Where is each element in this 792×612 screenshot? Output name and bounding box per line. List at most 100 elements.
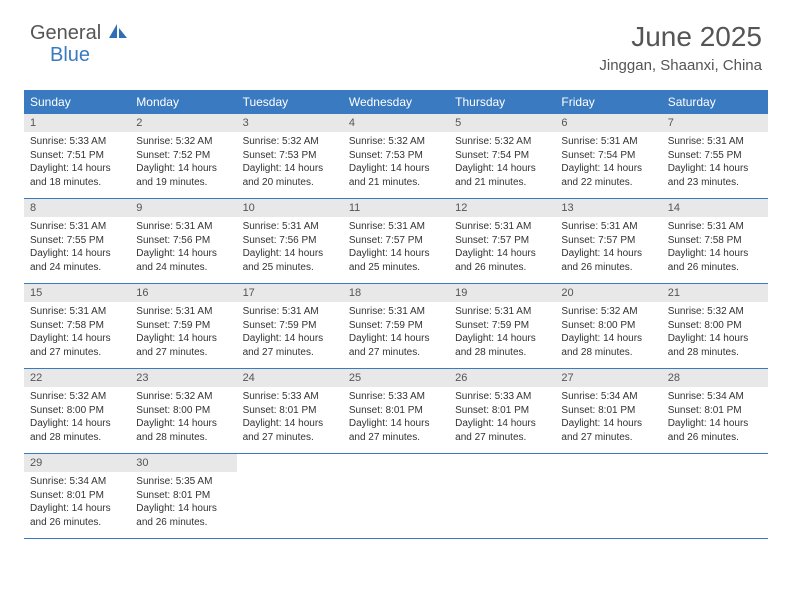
day-content: Sunrise: 5:32 AMSunset: 8:00 PMDaylight:… [555, 302, 661, 359]
day-content: Sunrise: 5:32 AMSunset: 7:53 PMDaylight:… [343, 132, 449, 189]
day-cell: 9Sunrise: 5:31 AMSunset: 7:56 PMDaylight… [130, 199, 236, 283]
sunset-line: Sunset: 7:53 PM [243, 149, 337, 163]
week-row: 1Sunrise: 5:33 AMSunset: 7:51 PMDaylight… [24, 114, 768, 199]
month-title: June 2025 [599, 22, 762, 53]
sunset-line: Sunset: 7:59 PM [243, 319, 337, 333]
day-cell [555, 454, 661, 538]
day-number: 26 [449, 369, 555, 387]
sunrise-line: Sunrise: 5:32 AM [243, 135, 337, 149]
day-content: Sunrise: 5:31 AMSunset: 7:58 PMDaylight:… [24, 302, 130, 359]
day-number: 18 [343, 284, 449, 302]
sunset-line: Sunset: 7:55 PM [668, 149, 762, 163]
sunset-line: Sunset: 8:00 PM [30, 404, 124, 418]
daylight-line: Daylight: 14 hours and 26 minutes. [30, 502, 124, 529]
day-cell: 21Sunrise: 5:32 AMSunset: 8:00 PMDayligh… [662, 284, 768, 368]
day-content: Sunrise: 5:35 AMSunset: 8:01 PMDaylight:… [130, 472, 236, 529]
sunrise-line: Sunrise: 5:33 AM [455, 390, 549, 404]
day-cell: 11Sunrise: 5:31 AMSunset: 7:57 PMDayligh… [343, 199, 449, 283]
sunrise-line: Sunrise: 5:33 AM [349, 390, 443, 404]
day-number: 24 [237, 369, 343, 387]
sunrise-line: Sunrise: 5:32 AM [136, 135, 230, 149]
day-cell: 18Sunrise: 5:31 AMSunset: 7:59 PMDayligh… [343, 284, 449, 368]
day-number: 19 [449, 284, 555, 302]
day-cell: 10Sunrise: 5:31 AMSunset: 7:56 PMDayligh… [237, 199, 343, 283]
weekday-header: Sunday [24, 90, 130, 114]
day-number: 30 [130, 454, 236, 472]
sunrise-line: Sunrise: 5:34 AM [561, 390, 655, 404]
day-content: Sunrise: 5:31 AMSunset: 7:59 PMDaylight:… [449, 302, 555, 359]
day-cell: 24Sunrise: 5:33 AMSunset: 8:01 PMDayligh… [237, 369, 343, 453]
daylight-line: Daylight: 14 hours and 27 minutes. [243, 332, 337, 359]
daylight-line: Daylight: 14 hours and 28 minutes. [30, 417, 124, 444]
day-number: 10 [237, 199, 343, 217]
daylight-line: Daylight: 14 hours and 27 minutes. [349, 417, 443, 444]
daylight-line: Daylight: 14 hours and 25 minutes. [243, 247, 337, 274]
weeks-container: 1Sunrise: 5:33 AMSunset: 7:51 PMDaylight… [24, 114, 768, 539]
sunrise-line: Sunrise: 5:31 AM [561, 220, 655, 234]
day-content: Sunrise: 5:31 AMSunset: 7:54 PMDaylight:… [555, 132, 661, 189]
sunset-line: Sunset: 8:01 PM [136, 489, 230, 503]
day-cell [449, 454, 555, 538]
weekday-header: Thursday [449, 90, 555, 114]
day-cell: 1Sunrise: 5:33 AMSunset: 7:51 PMDaylight… [24, 114, 130, 198]
day-number: 28 [662, 369, 768, 387]
daylight-line: Daylight: 14 hours and 26 minutes. [668, 417, 762, 444]
day-content: Sunrise: 5:32 AMSunset: 7:54 PMDaylight:… [449, 132, 555, 189]
sunrise-line: Sunrise: 5:31 AM [136, 220, 230, 234]
day-content: Sunrise: 5:32 AMSunset: 8:00 PMDaylight:… [662, 302, 768, 359]
day-cell: 20Sunrise: 5:32 AMSunset: 8:00 PMDayligh… [555, 284, 661, 368]
sunrise-line: Sunrise: 5:33 AM [243, 390, 337, 404]
day-cell: 25Sunrise: 5:33 AMSunset: 8:01 PMDayligh… [343, 369, 449, 453]
day-content: Sunrise: 5:32 AMSunset: 7:53 PMDaylight:… [237, 132, 343, 189]
daylight-line: Daylight: 14 hours and 27 minutes. [136, 332, 230, 359]
daylight-line: Daylight: 14 hours and 26 minutes. [455, 247, 549, 274]
day-content: Sunrise: 5:32 AMSunset: 7:52 PMDaylight:… [130, 132, 236, 189]
daylight-line: Daylight: 14 hours and 27 minutes. [349, 332, 443, 359]
sunset-line: Sunset: 7:59 PM [455, 319, 549, 333]
daylight-line: Daylight: 14 hours and 28 minutes. [668, 332, 762, 359]
sunset-line: Sunset: 7:54 PM [561, 149, 655, 163]
logo-text-blue: Blue [50, 44, 90, 67]
daylight-line: Daylight: 14 hours and 21 minutes. [455, 162, 549, 189]
daylight-line: Daylight: 14 hours and 28 minutes. [455, 332, 549, 359]
weekday-header: Monday [130, 90, 236, 114]
day-content: Sunrise: 5:32 AMSunset: 8:00 PMDaylight:… [24, 387, 130, 444]
day-cell [237, 454, 343, 538]
day-content: Sunrise: 5:31 AMSunset: 7:57 PMDaylight:… [343, 217, 449, 274]
day-cell: 2Sunrise: 5:32 AMSunset: 7:52 PMDaylight… [130, 114, 236, 198]
sunset-line: Sunset: 7:54 PM [455, 149, 549, 163]
sunrise-line: Sunrise: 5:32 AM [136, 390, 230, 404]
sunrise-line: Sunrise: 5:32 AM [349, 135, 443, 149]
week-row: 8Sunrise: 5:31 AMSunset: 7:55 PMDaylight… [24, 199, 768, 284]
sunrise-line: Sunrise: 5:31 AM [243, 305, 337, 319]
logo-sail-icon [107, 22, 129, 45]
sunset-line: Sunset: 7:57 PM [455, 234, 549, 248]
day-number: 13 [555, 199, 661, 217]
sunrise-line: Sunrise: 5:34 AM [30, 475, 124, 489]
day-cell: 12Sunrise: 5:31 AMSunset: 7:57 PMDayligh… [449, 199, 555, 283]
sunset-line: Sunset: 8:01 PM [561, 404, 655, 418]
daylight-line: Daylight: 14 hours and 18 minutes. [30, 162, 124, 189]
logo-text-general: General [30, 22, 101, 45]
day-content: Sunrise: 5:34 AMSunset: 8:01 PMDaylight:… [555, 387, 661, 444]
day-content: Sunrise: 5:31 AMSunset: 7:55 PMDaylight:… [662, 132, 768, 189]
day-number: 27 [555, 369, 661, 387]
day-content: Sunrise: 5:31 AMSunset: 7:56 PMDaylight:… [237, 217, 343, 274]
day-cell: 26Sunrise: 5:33 AMSunset: 8:01 PMDayligh… [449, 369, 555, 453]
day-cell: 28Sunrise: 5:34 AMSunset: 8:01 PMDayligh… [662, 369, 768, 453]
day-cell: 30Sunrise: 5:35 AMSunset: 8:01 PMDayligh… [130, 454, 236, 538]
day-content: Sunrise: 5:31 AMSunset: 7:59 PMDaylight:… [237, 302, 343, 359]
sunrise-line: Sunrise: 5:31 AM [136, 305, 230, 319]
daylight-line: Daylight: 14 hours and 20 minutes. [243, 162, 337, 189]
day-content: Sunrise: 5:31 AMSunset: 7:59 PMDaylight:… [343, 302, 449, 359]
sunrise-line: Sunrise: 5:31 AM [349, 220, 443, 234]
sunset-line: Sunset: 8:01 PM [349, 404, 443, 418]
sunrise-line: Sunrise: 5:32 AM [30, 390, 124, 404]
day-number: 17 [237, 284, 343, 302]
daylight-line: Daylight: 14 hours and 26 minutes. [668, 247, 762, 274]
day-content: Sunrise: 5:34 AMSunset: 8:01 PMDaylight:… [24, 472, 130, 529]
day-cell: 5Sunrise: 5:32 AMSunset: 7:54 PMDaylight… [449, 114, 555, 198]
day-number: 29 [24, 454, 130, 472]
day-content: Sunrise: 5:31 AMSunset: 7:57 PMDaylight:… [555, 217, 661, 274]
sunset-line: Sunset: 7:53 PM [349, 149, 443, 163]
